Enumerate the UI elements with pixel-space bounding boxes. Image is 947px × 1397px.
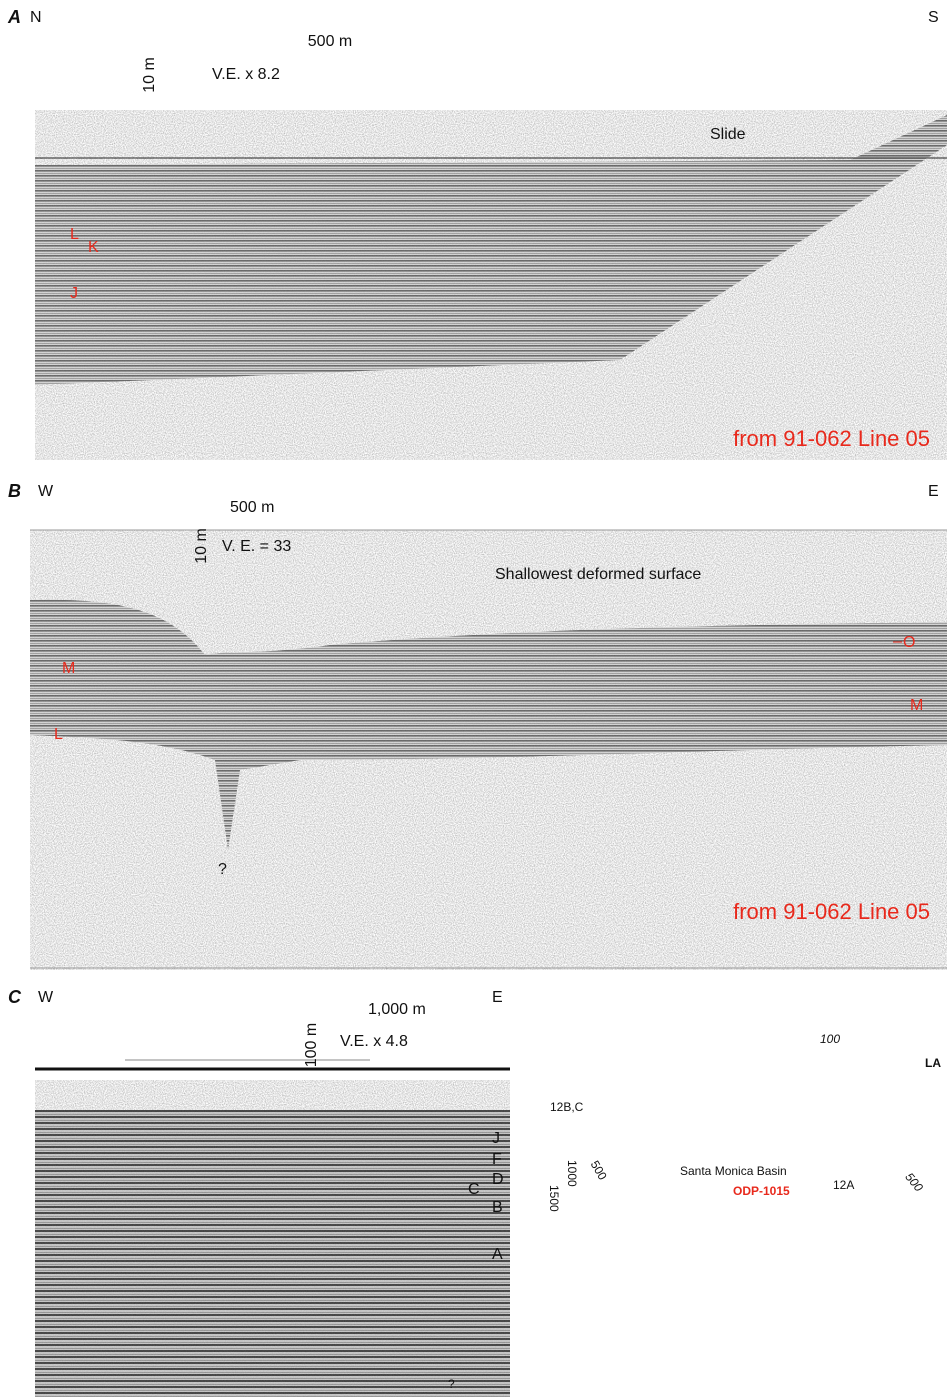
horizon: M: [910, 697, 923, 714]
direction-left: N: [30, 9, 42, 26]
drill-site: ODP-1015: [733, 1184, 790, 1198]
annotation: Shallowest deformed surface: [495, 566, 701, 583]
scale-vertical: 10 m: [141, 57, 158, 93]
panel-a: A N S 500 m 10 m V.E. x 8.2 Slide L K J …: [7, 7, 947, 460]
direction-right: E: [492, 989, 503, 1006]
horizon: C: [468, 1181, 480, 1198]
question: ?: [218, 861, 227, 878]
scale-horizontal: 500 m: [308, 33, 352, 50]
horizon: B: [492, 1199, 503, 1216]
horizon: D: [492, 1171, 504, 1188]
horizon: J: [70, 285, 78, 302]
vertical-exaggeration: V. E. = 33: [222, 538, 291, 555]
panel-c: C W E 1,000 m 100 m V.E. x 4.8 J F D C B…: [8, 987, 510, 1397]
horizon: J: [492, 1130, 500, 1147]
basin-label: Santa Monica Basin: [680, 1164, 787, 1178]
contour-label: 500: [902, 1170, 926, 1195]
scale-vertical: 100 m: [303, 1023, 320, 1067]
horizon: A: [492, 1246, 503, 1263]
city: LA: [925, 1056, 941, 1070]
vertical-exaggeration: V.E. x 8.2: [212, 66, 280, 83]
panel-label: C: [8, 987, 22, 1007]
contour-label: 500: [588, 1158, 610, 1183]
annotation: Slide: [710, 126, 746, 143]
direction-left: W: [38, 483, 54, 500]
scale-vertical: 10 m: [193, 528, 210, 564]
horizon: O: [903, 634, 915, 651]
direction-left: W: [38, 989, 54, 1006]
panel-label: A: [7, 7, 21, 27]
contour-label: 1000: [565, 1160, 579, 1187]
direction-right: E: [928, 483, 939, 500]
map: 100 LA 12B,C 500 1000 1500 Santa Monica …: [547, 1032, 942, 1212]
source: from 91-062 Line 05: [733, 426, 930, 451]
site-label: 12B,C: [550, 1100, 584, 1114]
scale-horizontal: 1,000 m: [368, 1001, 426, 1018]
vertical-exaggeration: V.E. x 4.8: [340, 1033, 408, 1050]
contour-label: 1500: [547, 1185, 561, 1212]
horizon: L: [70, 226, 79, 243]
panel-label: B: [8, 481, 21, 501]
figure: A N S 500 m 10 m V.E. x 8.2 Slide L K J …: [0, 0, 947, 1397]
site-label: 12A: [833, 1178, 854, 1192]
direction-right: S: [928, 9, 939, 26]
panel-b: B W E 500 m 10 m V. E. = 33 Shallowest d…: [8, 481, 947, 970]
source: from 91-062 Line 05: [733, 899, 930, 924]
horizon: K: [88, 239, 99, 256]
horizon: M: [62, 660, 75, 677]
contour-label: 100: [820, 1032, 840, 1046]
scale-horizontal: 500 m: [230, 499, 274, 516]
seismic-layers: [35, 1110, 510, 1397]
question: ?: [448, 1377, 455, 1391]
horizon: F: [492, 1151, 502, 1168]
horizon: L: [54, 726, 63, 743]
